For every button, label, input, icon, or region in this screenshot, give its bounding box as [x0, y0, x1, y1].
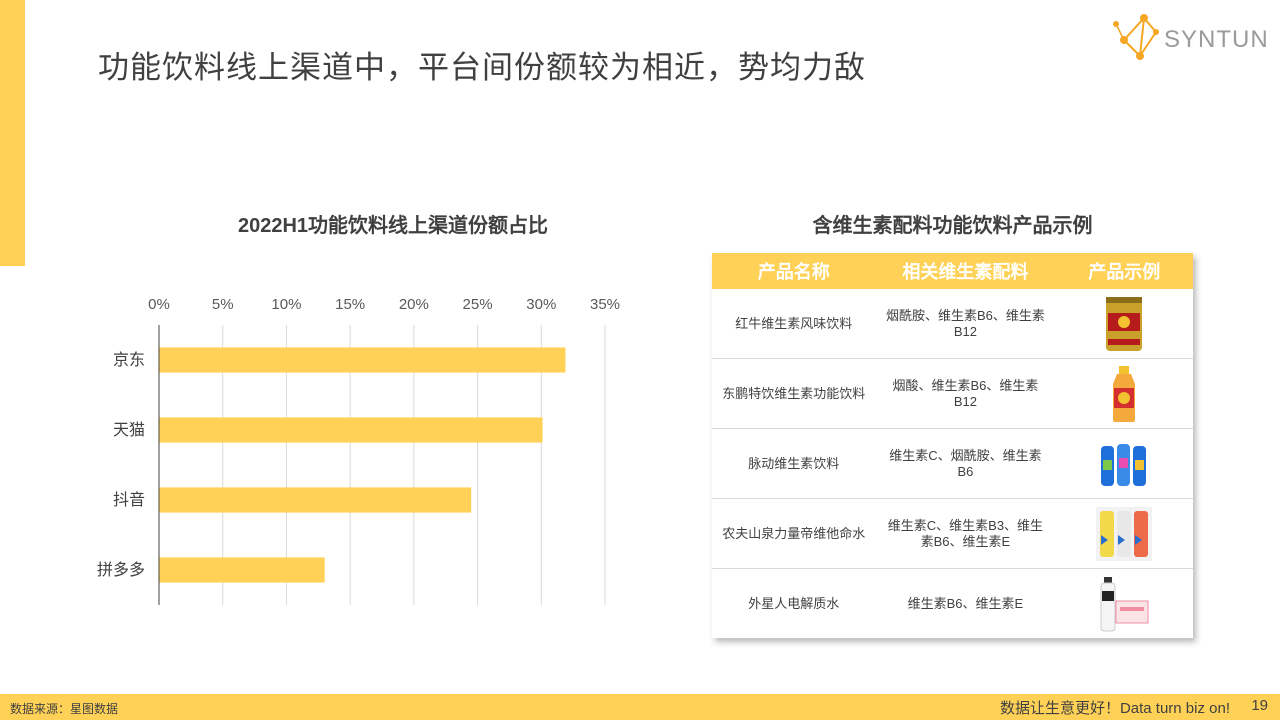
y-category-label: 拼多多: [97, 561, 145, 579]
product-name: 东鹏特饮维生素功能饮料: [712, 358, 876, 429]
x-tick-label: 30%: [526, 296, 556, 313]
product-name: 农夫山泉力量帝维他命水: [712, 498, 876, 569]
footer-slogan: 数据让生意更好！Data turn biz on!: [999, 700, 1230, 717]
y-category-label: 京东: [113, 351, 145, 369]
mizone-bottles-icon: [1101, 443, 1147, 486]
table-title: 含维生素配料功能饮料产品示例: [812, 215, 1093, 237]
header-product-example: 产品示例: [1055, 253, 1193, 289]
bar-0: [159, 347, 566, 373]
x-tick-label: 5%: [212, 296, 234, 313]
table-row: 红牛维生素风味饮料 烟酰胺、维生素B6、维生素B12: [712, 289, 1193, 359]
x-tick-label: 10%: [271, 296, 301, 313]
product-name: 脉动维生素饮料: [712, 428, 876, 499]
table-row: 东鹏特饮维生素功能饮料 烟酸、维生素B6、维生素B12: [712, 358, 1193, 429]
product-vitamins: 维生素C、烟酰胺、维生素B6: [875, 428, 1056, 499]
footer-bar: 数据来源：星图数据 数据让生意更好！Data turn biz on! 19: [0, 694, 1280, 720]
product-name: 外星人电解质水: [748, 595, 840, 611]
product-name: 红牛维生素风味饮料: [712, 289, 876, 359]
red-bull-can-icon: [1106, 296, 1143, 351]
x-tick-label: 35%: [590, 296, 620, 313]
y-category-label: 抖音: [113, 491, 145, 509]
product-vitamins: 烟酰胺、维生素B6、维生素B12: [875, 289, 1056, 359]
vitamin-water-bottles-icon: [1096, 506, 1153, 561]
x-tick-label: 20%: [399, 296, 429, 313]
bar-3: [159, 557, 325, 583]
header-product-name: 产品名称: [712, 253, 876, 289]
product-vitamins: 维生素C、维生素B3、维生素B6、维生素E: [875, 498, 1056, 569]
page-title: 功能饮料线上渠道中，平台间份额较为相近，势均力敌: [98, 50, 866, 85]
product-vitamins: 维生素B6、维生素E: [907, 595, 1024, 611]
x-tick-label: 25%: [463, 296, 493, 313]
bar-1: [159, 417, 543, 443]
syntun-logo: SYNTUN: [1110, 12, 1270, 68]
chart-title: 2022H1功能饮料线上渠道份额占比: [237, 215, 549, 237]
product-table: 产品名称 相关维生素配料 产品示例 红牛维生素风味饮料 烟酰胺、维生素B6、维生…: [712, 253, 1193, 638]
table-row: 脉动维生素饮料 维生素C、烟酰胺、维生素B6: [712, 428, 1193, 499]
alienergy-bottle-icon: [1100, 576, 1149, 631]
logo-text: SYNTUN: [1164, 26, 1269, 53]
product-vitamins: 烟酸、维生素B6、维生素B12: [875, 358, 1056, 429]
header-vitamins: 相关维生素配料: [875, 253, 1056, 289]
accent-side-bar: [0, 0, 25, 266]
logo-mark-icon: [1113, 14, 1159, 60]
table-header-row: 产品名称 相关维生素配料 产品示例: [712, 253, 1193, 289]
x-tick-label: 0%: [148, 296, 170, 313]
table-row: 外星人电解质水 维生素B6、维生素E: [712, 569, 1193, 639]
dongpeng-bottle-icon: [1113, 365, 1136, 422]
bar-2: [159, 487, 472, 513]
data-source: 数据来源：星图数据: [10, 702, 119, 716]
table-row: 农夫山泉力量帝维他命水 维生素C、维生素B3、维生素B6、维生素E: [712, 498, 1193, 569]
x-tick-label: 15%: [335, 296, 365, 313]
y-category-label: 天猫: [113, 421, 145, 439]
page-number: 19: [1251, 697, 1268, 714]
